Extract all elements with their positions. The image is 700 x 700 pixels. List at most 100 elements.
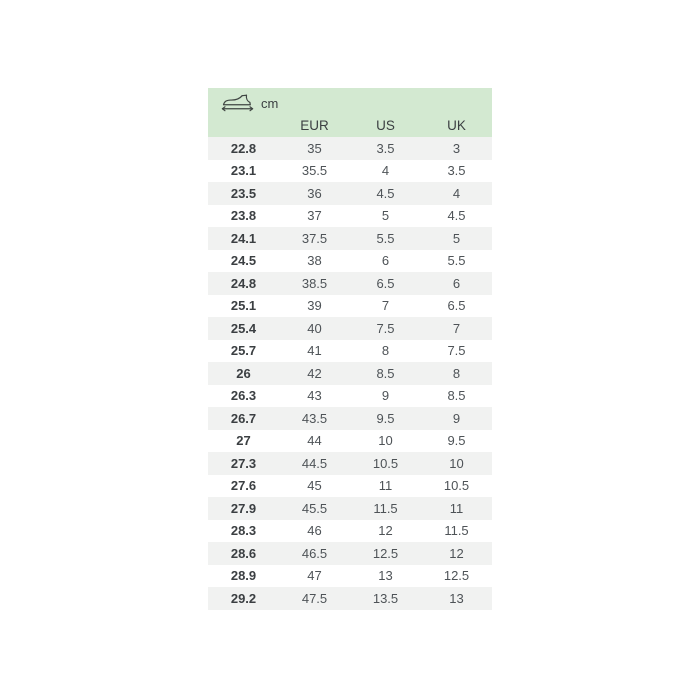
table-row: 28.9 47 13 12.5 — [208, 564, 492, 587]
cell-uk: 12 — [449, 545, 464, 561]
cell-eur: 37.5 — [301, 230, 328, 246]
cell-us: 9.5 — [376, 410, 395, 426]
cell-us: 12 — [378, 523, 393, 539]
table-row: 26 42 8.5 8 — [208, 362, 492, 385]
table-row: 27.3 44.5 10.5 10 — [208, 452, 492, 475]
cell-eur: 47 — [307, 568, 322, 584]
unit-label: cm — [261, 95, 279, 111]
cell-uk: 7 — [452, 320, 461, 336]
cell-eur: 35 — [307, 140, 322, 156]
table-row: 26.7 43.5 9.5 9 — [208, 407, 492, 430]
cell-uk: 4.5 — [447, 208, 466, 224]
table-row: 27.6 45 11 10.5 — [208, 474, 492, 497]
cell-cm: 28.3 — [230, 523, 257, 539]
cell-uk: 3.5 — [447, 163, 466, 179]
cell-uk: 10 — [449, 455, 464, 471]
column-header-eur: EUR — [300, 118, 329, 133]
table-row: 23.1 35.5 4 3.5 — [208, 159, 492, 182]
cell-uk: 11.5 — [444, 523, 469, 539]
cell-us: 4 — [381, 163, 390, 179]
cell-cm: 29.2 — [230, 590, 257, 606]
cell-cm: 26 — [236, 365, 251, 381]
cell-cm: 24.5 — [230, 253, 257, 269]
cell-us: 5.5 — [376, 230, 395, 246]
cell-cm: 27 — [236, 433, 251, 449]
cell-uk: 7.5 — [447, 343, 466, 359]
cell-eur: 45 — [307, 478, 322, 494]
foot-length-icon — [221, 92, 254, 114]
cell-us: 6 — [381, 253, 390, 269]
cell-eur: 43.5 — [301, 410, 328, 426]
cell-uk: 13 — [449, 590, 464, 606]
table-row: 22.8 35 3.5 3 — [208, 137, 492, 160]
cell-uk: 5.5 — [447, 253, 466, 269]
cell-us: 5 — [381, 208, 390, 224]
table-row: 28.6 46.5 12.5 12 — [208, 542, 492, 565]
cell-us: 10 — [378, 433, 393, 449]
table-row: 25.4 40 7.5 7 — [208, 317, 492, 340]
table-row: 27.9 45.5 11.5 11 — [208, 497, 492, 520]
cell-uk: 8.5 — [447, 388, 466, 404]
column-headers-row: EUR US UK — [208, 114, 492, 137]
table-row: 23.5 36 4.5 4 — [208, 182, 492, 205]
table-row: 29.2 47.5 13.5 13 — [208, 587, 492, 610]
cell-us: 11 — [378, 478, 393, 494]
cell-us: 7.5 — [376, 320, 395, 336]
cell-uk: 6 — [452, 275, 461, 291]
cell-us: 8 — [381, 343, 390, 359]
cell-cm: 26.3 — [230, 388, 257, 404]
column-header-uk: UK — [447, 118, 466, 133]
cell-cm: 22.8 — [230, 140, 257, 156]
cell-us: 12.5 — [372, 545, 399, 561]
cell-us: 11.5 — [373, 500, 398, 516]
table-body: 22.8 35 3.5 3 23.1 35.5 4 3.5 23.5 36 4.… — [208, 137, 492, 610]
cell-cm: 25.4 — [230, 320, 257, 336]
cell-uk: 9.5 — [447, 433, 466, 449]
cell-cm: 28.9 — [230, 568, 257, 584]
cell-eur: 44.5 — [301, 455, 328, 471]
cell-uk: 9 — [452, 410, 461, 426]
cell-cm: 27.6 — [230, 478, 257, 494]
column-header-us: US — [376, 118, 395, 133]
table-row: 25.7 41 8 7.5 — [208, 339, 492, 362]
cell-cm: 25.1 — [230, 298, 257, 314]
cell-cm: 26.7 — [230, 410, 257, 426]
cell-eur: 41 — [307, 343, 322, 359]
table-row: 28.3 46 12 11.5 — [208, 519, 492, 542]
measure-unit-row: cm — [208, 92, 492, 114]
cell-cm: 23.1 — [230, 163, 257, 179]
cell-cm: 28.6 — [230, 545, 257, 561]
cell-cm: 24.8 — [230, 275, 257, 291]
cell-eur: 40 — [307, 320, 322, 336]
cell-uk: 3 — [452, 140, 461, 156]
table-header: cm EUR US UK — [208, 88, 492, 137]
table-row: 24.1 37.5 5.5 5 — [208, 227, 492, 250]
cell-cm: 25.7 — [230, 343, 257, 359]
cell-cm: 23.8 — [230, 208, 257, 224]
cell-eur: 44 — [307, 433, 322, 449]
table-row: 25.1 39 7 6.5 — [208, 294, 492, 317]
cell-eur: 46 — [307, 523, 322, 539]
cell-cm: 24.1 — [230, 230, 257, 246]
cell-us: 13.5 — [372, 590, 399, 606]
cell-eur: 42 — [307, 365, 322, 381]
cell-uk: 11 — [449, 500, 464, 516]
table-row: 24.5 38 6 5.5 — [208, 249, 492, 272]
cell-us: 9 — [381, 388, 390, 404]
cell-uk: 8 — [452, 365, 461, 381]
cell-eur: 45.5 — [301, 500, 328, 516]
cell-eur: 35.5 — [301, 163, 328, 179]
cell-cm: 27.9 — [230, 500, 257, 516]
size-conversion-table: cm EUR US UK 22.8 35 3.5 3 23.1 35.5 4 3… — [208, 88, 492, 610]
table-row: 24.8 38.5 6.5 6 — [208, 272, 492, 295]
cell-us: 10.5 — [372, 455, 399, 471]
cell-eur: 37 — [307, 208, 322, 224]
cell-uk: 10.5 — [443, 478, 470, 494]
cell-us: 13 — [378, 568, 393, 584]
cell-us: 8.5 — [376, 365, 395, 381]
cell-eur: 46.5 — [301, 545, 328, 561]
cell-eur: 47.5 — [301, 590, 328, 606]
cell-eur: 38.5 — [301, 275, 328, 291]
cell-uk: 4 — [452, 185, 461, 201]
table-row: 27 44 10 9.5 — [208, 429, 492, 452]
